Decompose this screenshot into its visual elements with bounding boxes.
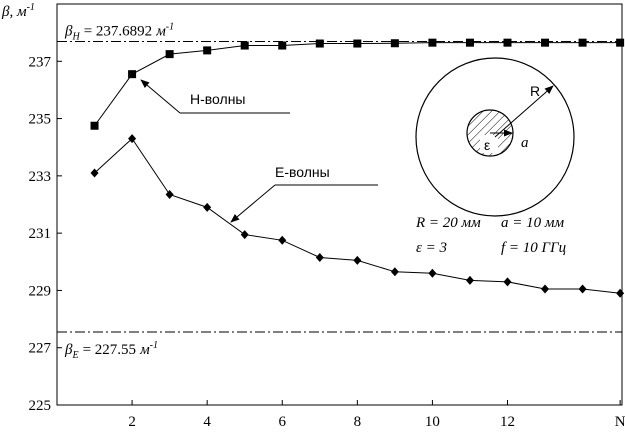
reference-label: βE = 227.55 м-1 [64,340,158,361]
series-label: E-волны [275,164,330,180]
marker [541,38,550,47]
param: ε = 3 [416,240,447,256]
x-tick-label: 12 [500,414,515,430]
inset-radius: R [530,83,540,99]
marker [465,275,474,285]
param: R = 20 мм [415,215,481,231]
y-tick-label: 229 [29,283,52,299]
ref-value: = 237.6892 [84,24,152,40]
param: a = 10 мм [501,215,564,231]
ref-exp: -1 [166,22,174,33]
y-tick-label: 227 [29,341,52,357]
marker [428,38,437,47]
y-label-exp: -1 [27,2,35,13]
reference-label: βH = 237.6892 м-1 [64,22,174,43]
y-tick-label: 231 [29,226,52,242]
marker [240,230,249,240]
marker [165,189,174,199]
marker [203,202,212,212]
y-label-symbol: β [1,4,10,20]
marker [315,252,324,262]
series-label: H-волны [190,91,246,107]
x-tick-label: 8 [354,414,362,430]
ref-unit: м [155,24,166,40]
y-label-unit: , м [9,4,27,20]
annotation-arrow [140,79,181,114]
x-tick-label: 2 [128,414,136,430]
marker [578,284,587,294]
marker [128,70,137,79]
inset: R a ε R = 20 мм a = 10 мм ε = 3 f = 10 Г… [415,57,575,256]
x-tick-label: 4 [203,414,211,430]
ref-symbol: β [64,24,73,40]
param: f = 10 ГГц [501,240,566,256]
x-tick-label: N [615,414,625,430]
marker [428,268,437,278]
marker [90,168,99,178]
y-tick-label: 235 [29,112,52,128]
marker [353,39,362,48]
marker [203,46,212,55]
ref-value: = 227.55 [83,342,136,358]
marker [240,41,249,50]
ref-unit: м [139,342,150,358]
ref-subscript: E [71,350,78,361]
y-tick-label: 233 [29,169,52,185]
y-tick-label: 237 [29,54,52,70]
marker [390,39,399,48]
ref-subscript: H [71,32,80,43]
marker [616,288,625,298]
marker [353,255,362,265]
x-tick-label: 6 [278,414,286,430]
marker [165,50,174,59]
marker [541,284,550,294]
y-axis-label: β, м-1 [1,2,35,20]
y-tick-label: 225 [29,398,52,414]
plot-frame [56,3,623,406]
marker [390,267,399,277]
marker [315,39,324,48]
marker [465,38,474,47]
marker [278,41,287,50]
marker [503,277,512,287]
marker [278,235,287,245]
marker [578,38,587,47]
marker [128,134,137,144]
marker [616,38,625,47]
inset-a: a [521,135,529,151]
ref-symbol: β [64,342,73,358]
ref-exp: -1 [150,340,158,351]
marker [503,38,512,47]
annotation-arrow [230,184,276,223]
x-tick-label: 10 [425,414,440,430]
inset-eps: ε [484,137,490,153]
marker [90,121,99,130]
